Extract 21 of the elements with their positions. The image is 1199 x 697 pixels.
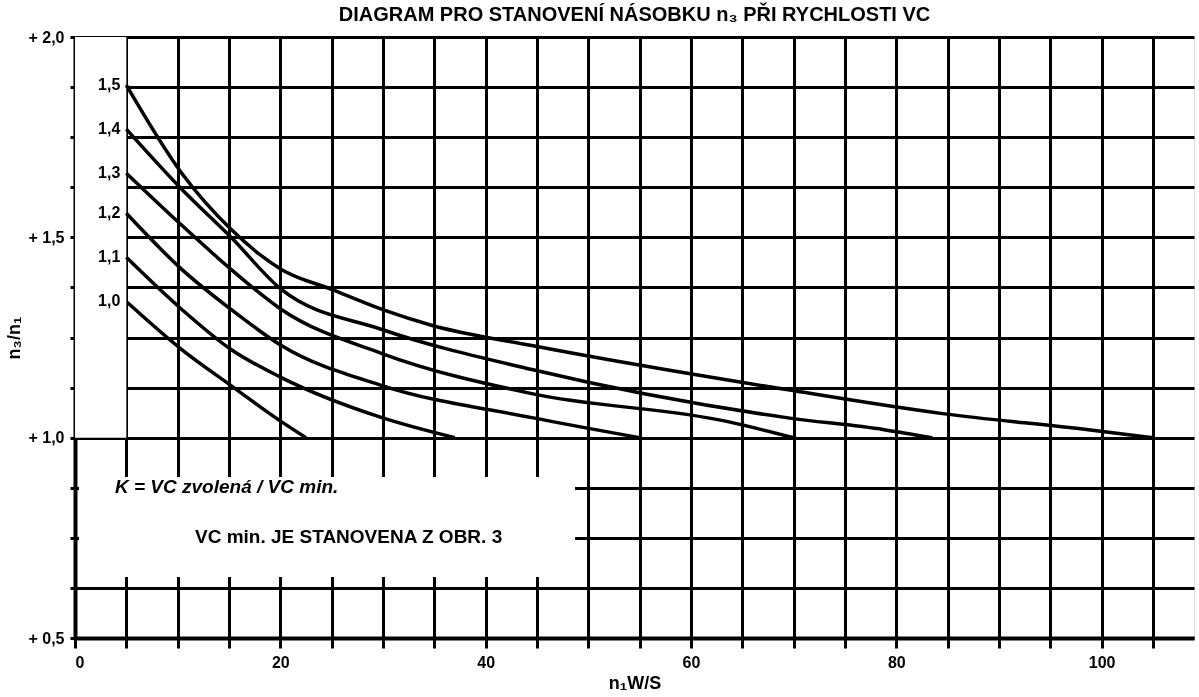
x-tick-label: 0 (75, 653, 85, 671)
y-tick-label: + 1,5 (28, 228, 65, 246)
series-label: 1,4 (98, 120, 121, 138)
chart-title: DIAGRAM PRO STANOVENÍ NÁSOBKU n₃ PŘI RYCHLOSTI VC (338, 2, 931, 25)
x-tick-label: 60 (682, 653, 701, 671)
series-label: 1,3 (98, 164, 121, 182)
annotation: K = VC zvolená / VC min. (115, 476, 339, 497)
x-tick-label: 40 (477, 653, 496, 671)
y-axis-title: n₃/n₁ (4, 316, 25, 360)
y-tick-label: + 0,5 (28, 629, 65, 647)
series-label: 1,2 (98, 204, 121, 222)
x-tick-label: 20 (271, 653, 290, 671)
series-label: 1,5 (98, 76, 121, 94)
y-tick-label: + 1,0 (28, 429, 65, 447)
x-tick-label: 100 (1088, 653, 1116, 671)
x-tick-label: 80 (887, 653, 906, 671)
series-label: 1,0 (98, 292, 121, 310)
y-tick-label: + 2,0 (28, 28, 65, 46)
x-axis-title: n₁W/S (608, 672, 662, 693)
annotation: VC min. JE STANOVENA Z OBR. 3 (195, 526, 503, 547)
series-label: 1,1 (98, 248, 121, 266)
